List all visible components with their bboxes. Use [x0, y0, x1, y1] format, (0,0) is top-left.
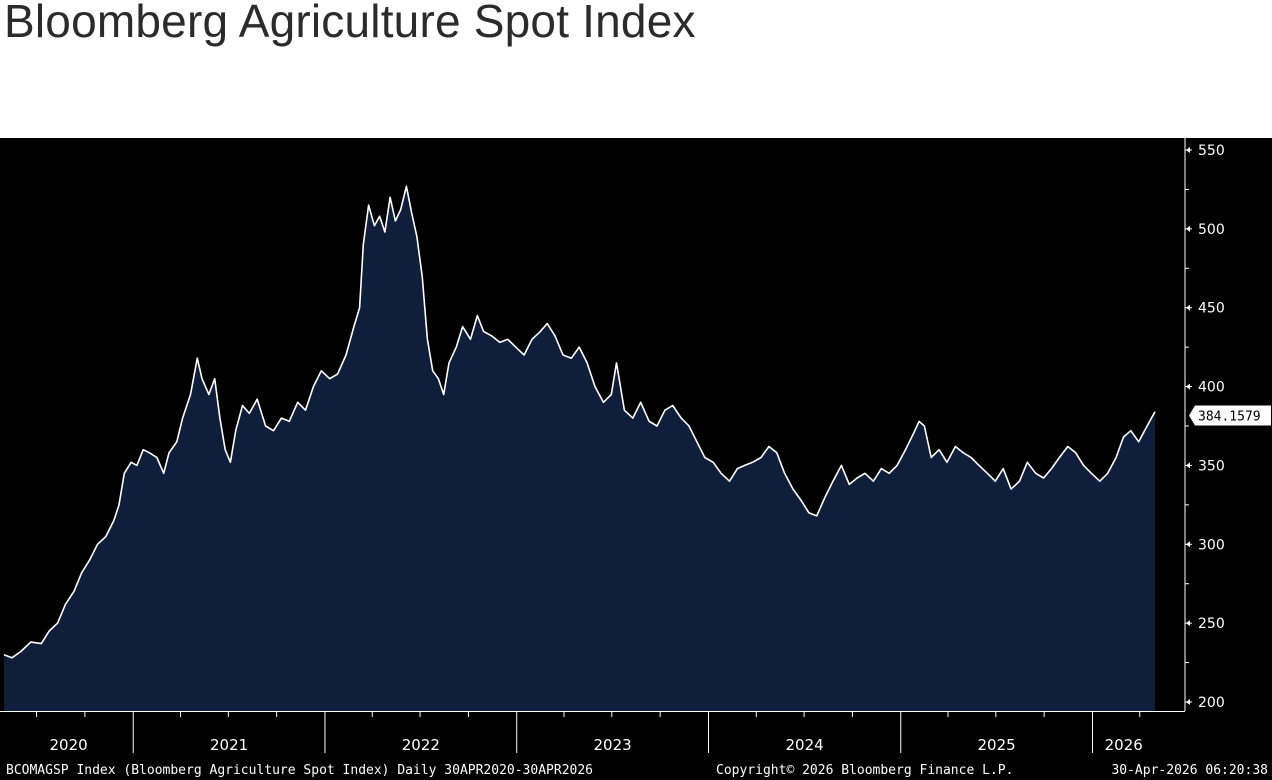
last-value-callout: 384.1579 [1189, 405, 1271, 426]
y-tick-arrow [1186, 462, 1190, 469]
y-tick-label: 350 [1198, 458, 1225, 474]
x-tick-label: 2020 [50, 736, 88, 754]
x-tick-label: 2024 [786, 736, 824, 754]
y-tick-arrow [1186, 541, 1190, 548]
y-tick-arrow [1186, 147, 1190, 153]
y-tick-arrow [1186, 620, 1190, 627]
y-tick-arrow [1186, 304, 1190, 311]
y-tick-label: 200 [1198, 695, 1225, 711]
y-tick-label: 250 [1198, 616, 1225, 632]
y-tick-label: 300 [1198, 537, 1225, 553]
x-tick-label: 2025 [978, 736, 1016, 754]
x-tick-label: 2023 [594, 736, 632, 754]
y-tick-label: 500 [1198, 222, 1225, 238]
footer-timestamp: 30-Apr-2026 06:20:38 [1111, 763, 1268, 778]
last-value-box [1189, 405, 1271, 426]
y-tick-label: 450 [1198, 301, 1225, 317]
footer-description: BCOMAGSP Index (Bloomberg Agriculture Sp… [6, 763, 593, 778]
area-fill [4, 186, 1155, 712]
page-title: Bloomberg Agriculture Spot Index [4, 0, 696, 47]
x-axis-ticks: 2020 2021 2022 2023 2024 2025 2026 [36, 711, 1143, 754]
chart-panel: 200 250 300 350 400 450 500 550 2020 2021 2022 202… [0, 138, 1272, 780]
last-value-label: 384.1579 [1198, 410, 1261, 425]
y-tick-arrow [1186, 225, 1190, 232]
x-tick-label: 2022 [402, 736, 440, 754]
x-tick-label: 2026 [1105, 736, 1143, 754]
footer-copyright: Copyright© 2026 Bloomberg Finance L.P. [716, 763, 1014, 778]
y-tick-arrow [1186, 383, 1190, 390]
x-tick-label: 2021 [210, 736, 248, 754]
y-tick-label: 550 [1198, 143, 1225, 159]
y-tick-label: 400 [1198, 380, 1225, 396]
y-axis-ticks: 200 250 300 350 400 450 500 550 [1185, 143, 1225, 711]
series-line [3, 185, 1156, 659]
y-tick-arrow [1186, 699, 1190, 705]
